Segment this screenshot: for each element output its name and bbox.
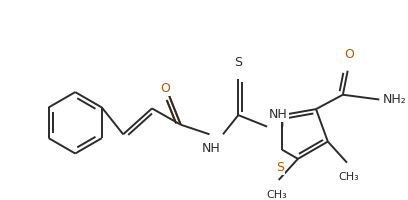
Text: O: O — [160, 82, 170, 95]
Text: CH₃: CH₃ — [339, 172, 359, 182]
Text: NH₂: NH₂ — [383, 93, 407, 106]
Text: S: S — [234, 56, 242, 69]
Text: CH₃: CH₃ — [266, 190, 287, 200]
Text: S: S — [276, 161, 284, 174]
Text: O: O — [345, 48, 355, 61]
Text: NH: NH — [202, 142, 221, 155]
Text: NH: NH — [269, 108, 288, 121]
